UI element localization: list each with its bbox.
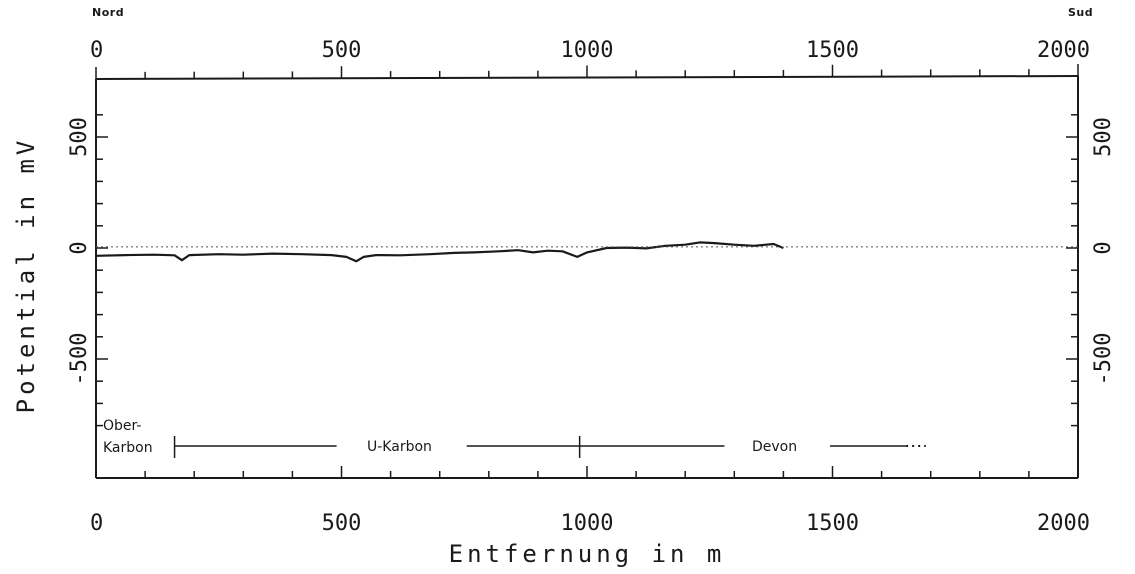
y-tick-label-left: 0 xyxy=(67,241,92,254)
series-layer xyxy=(95,241,1078,263)
formation-label: Devon xyxy=(752,439,797,455)
formation-label: U-Karbon xyxy=(367,439,432,455)
potential-line xyxy=(95,241,784,263)
x-tick-label-bottom: 500 xyxy=(322,511,362,536)
y-tick-label-right: 500 xyxy=(1091,117,1116,157)
x-tick-label-bottom: 0 xyxy=(90,511,103,536)
x-tick-label-bottom: 1000 xyxy=(561,511,614,536)
tick-labels: 0 0 500 500 1000 1000 1500 1500 2000 2000 500 500 0 0… xyxy=(67,38,1116,536)
y-tick-label-left: -500 xyxy=(67,333,92,386)
x-axis-title: Entfernung in m xyxy=(449,540,726,568)
axis-ticks xyxy=(95,64,1079,478)
y-tick-label-left: 500 xyxy=(67,117,92,157)
formation-label: Karbon xyxy=(103,440,153,456)
y-tick-label-right: -500 xyxy=(1091,333,1116,386)
x-tick-label-bottom: 2000 xyxy=(1037,511,1090,536)
x-tick-label-top: 1500 xyxy=(806,38,859,63)
formation-label: Ober- xyxy=(103,418,141,434)
x-tick-label-top: 1000 xyxy=(561,38,614,63)
south-label: Sud xyxy=(1068,6,1094,19)
x-tick-label-bottom: 1500 xyxy=(806,511,859,536)
stratigraphy-layer: Ober- Karbon U-Karbon Devon xyxy=(103,418,926,458)
x-tick-label-top: 500 xyxy=(322,38,362,63)
plot-frame xyxy=(95,75,1079,479)
x-tick-label-top: 0 xyxy=(90,38,103,63)
x-tick-label-top: 2000 xyxy=(1037,38,1090,63)
north-label: Nord xyxy=(92,6,125,19)
y-tick-label-right: 0 xyxy=(1091,241,1116,254)
y-axis-title: Potential in mV xyxy=(12,137,40,414)
